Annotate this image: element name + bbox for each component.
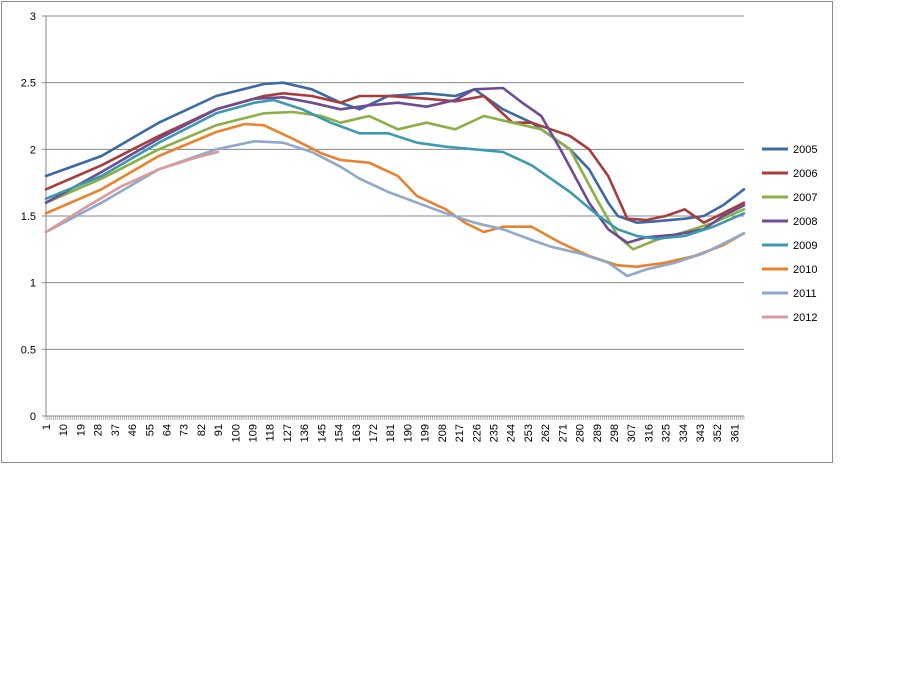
- x-tick-label: 352: [712, 424, 724, 442]
- x-tick-label: 181: [385, 424, 397, 442]
- x-tick-label: 136: [299, 424, 311, 442]
- legend-label-2007: 2007: [793, 192, 817, 204]
- x-tick-label: 325: [661, 424, 673, 442]
- x-tick-label: 190: [402, 424, 414, 442]
- legend-label-2008: 2008: [793, 216, 817, 228]
- x-tick-label: 271: [557, 424, 569, 442]
- x-tick-label: 334: [678, 424, 690, 442]
- axes: [45, 16, 745, 420]
- x-tick-label: 46: [127, 424, 139, 436]
- x-tick-label: 217: [454, 424, 466, 442]
- x-tick-label: 64: [161, 424, 173, 436]
- x-tick-label: 172: [368, 424, 380, 442]
- series-line-2009: [44, 98, 746, 240]
- legend-label-2011: 2011: [793, 288, 817, 300]
- x-tick-label: 208: [437, 424, 449, 442]
- x-tick-label: 307: [626, 424, 638, 442]
- x-tick-label: 28: [93, 424, 105, 436]
- line-chart: 0 0.5 1 1.5 2 2.5 3 1 10 19 28 37 46 55 64 73 82 91 100 10…: [21, 11, 818, 442]
- legend-label-2005: 2005: [793, 144, 817, 156]
- y-tick-label: 1.5: [21, 211, 36, 223]
- x-tick-label: 109: [248, 424, 260, 442]
- series-line-2011: [44, 140, 746, 278]
- x-tick-label: 19: [75, 424, 87, 436]
- x-tick-label: 253: [523, 424, 535, 442]
- y-axis-tick-labels: 0 0.5 1 1.5 2 2.5 3: [21, 11, 36, 423]
- x-tick-label: 37: [110, 424, 122, 436]
- x-tick-label: 10: [58, 424, 70, 436]
- x-tick-label: 127: [282, 424, 294, 442]
- y-tick-label: 0.5: [21, 344, 36, 356]
- legend-label-2010: 2010: [793, 264, 817, 276]
- x-tick-label: 1: [41, 424, 53, 430]
- x-tick-label: 118: [265, 424, 277, 442]
- x-tick-label: 244: [506, 424, 518, 442]
- y-tick-label: 1: [30, 278, 36, 290]
- chart-frame: 0 0.5 1 1.5 2 2.5 3 1 10 19 28 37 46 55 64 73 82 91 100 10…: [1, 1, 833, 463]
- x-tick-label: 82: [196, 424, 208, 436]
- x-tick-label: 298: [609, 424, 621, 442]
- x-tick-label: 280: [575, 424, 587, 442]
- x-tick-label: 199: [420, 424, 432, 442]
- x-tick-label: 154: [334, 424, 346, 442]
- series-line-2006: [44, 92, 746, 224]
- y-tick-label: 2.5: [21, 78, 36, 90]
- x-tick-label: 91: [213, 424, 225, 436]
- x-tick-label: 289: [592, 424, 604, 442]
- legend-label-2009: 2009: [793, 240, 817, 252]
- x-tick-label: 262: [540, 424, 552, 442]
- legend: 2005 2006 2007 2008 2009 2010 2011 2012: [762, 144, 817, 324]
- y-tick-label: 2: [30, 144, 36, 156]
- series-line-2010: [44, 122, 746, 269]
- series-lines: [44, 81, 746, 278]
- x-tick-label: 316: [643, 424, 655, 442]
- x-tick-label: 361: [729, 424, 741, 442]
- x-tick-label: 100: [230, 424, 242, 442]
- series-line-2012: [44, 150, 220, 234]
- x-tick-label: 73: [179, 424, 191, 436]
- x-tick-label: 343: [695, 424, 707, 442]
- x-tick-label: 145: [316, 424, 328, 442]
- x-tick-label: 163: [351, 424, 363, 442]
- x-tick-label: 55: [144, 424, 156, 436]
- x-tick-label: 235: [488, 424, 500, 442]
- y-tick-label: 3: [30, 11, 36, 23]
- x-tick-label: 226: [471, 424, 483, 442]
- series-line-2007: [44, 110, 746, 251]
- y-tick-label: 0: [30, 411, 36, 423]
- legend-label-2012: 2012: [793, 312, 817, 324]
- gridlines: [42, 15, 744, 417]
- x-axis-tick-labels: 1 10 19 28 37 46 55 64 73 82 91 100 109 118 127 136 145 1…: [41, 424, 741, 442]
- legend-label-2006: 2006: [793, 168, 817, 180]
